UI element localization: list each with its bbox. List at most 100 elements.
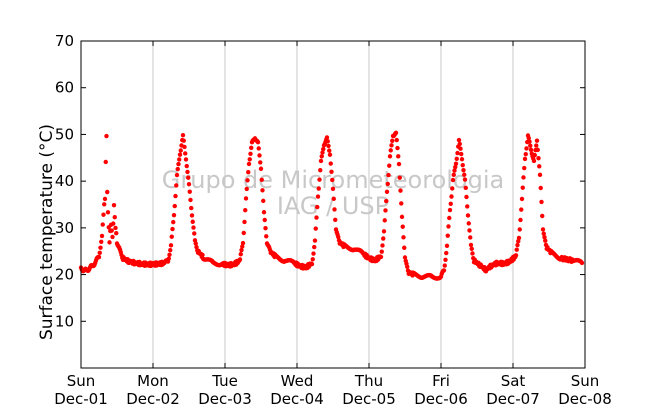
data-point-interp bbox=[526, 135, 531, 141]
data-point bbox=[456, 137, 462, 143]
data-point bbox=[528, 147, 534, 153]
y-tick-label: 30 bbox=[55, 219, 74, 237]
data-point-interp bbox=[185, 169, 190, 175]
data-point-interp bbox=[385, 181, 390, 187]
data-point-interp bbox=[171, 219, 176, 225]
data-point bbox=[579, 260, 585, 266]
data-point bbox=[513, 253, 519, 258]
data-point-interp bbox=[535, 147, 540, 153]
x-tick-label-date: Dec-08 bbox=[558, 390, 612, 408]
data-point-interp bbox=[464, 194, 469, 200]
data-point bbox=[462, 177, 468, 182]
data-point-interp bbox=[192, 231, 197, 236]
data-point-interp bbox=[175, 166, 180, 172]
data-point bbox=[99, 233, 105, 239]
data-point-interp bbox=[336, 234, 341, 240]
data-point-interp bbox=[315, 204, 320, 210]
data-point bbox=[450, 177, 456, 183]
data-point-interp bbox=[461, 167, 466, 173]
data-point-interp bbox=[394, 137, 399, 143]
y-tick-label: 50 bbox=[55, 125, 74, 143]
y-tick-label: 70 bbox=[55, 32, 74, 50]
data-point-interp bbox=[469, 246, 474, 252]
data-point bbox=[447, 207, 453, 213]
data-point-interp bbox=[166, 256, 171, 261]
data-point-interp bbox=[172, 203, 177, 209]
data-point-interp bbox=[528, 143, 533, 148]
data-point-interp bbox=[395, 145, 400, 151]
data-point-interp bbox=[399, 201, 404, 206]
data-point bbox=[327, 152, 333, 157]
data-point bbox=[110, 234, 115, 240]
data-point-interp bbox=[455, 150, 460, 156]
y-tick-label: 20 bbox=[55, 266, 74, 284]
data-point bbox=[324, 135, 330, 140]
data-point bbox=[105, 210, 111, 215]
data-point-interp bbox=[112, 214, 117, 220]
data-point-interp bbox=[262, 217, 267, 223]
data-point-interp bbox=[246, 169, 251, 175]
data-point-interp bbox=[331, 196, 336, 202]
data-point-interp bbox=[518, 217, 523, 223]
data-point-interp bbox=[240, 244, 245, 249]
data-point-interp bbox=[319, 154, 324, 159]
data-point-interp bbox=[258, 160, 263, 165]
data-point-interp bbox=[387, 163, 392, 168]
data-point-interp bbox=[173, 193, 178, 199]
data-point bbox=[107, 240, 112, 245]
data-point-interp bbox=[188, 197, 193, 203]
data-point-interp bbox=[527, 139, 532, 144]
data-point bbox=[441, 268, 447, 273]
data-point-interp bbox=[542, 235, 547, 240]
grid-lines bbox=[152, 41, 514, 368]
data-point-interp bbox=[183, 151, 188, 156]
data-point-interp bbox=[457, 141, 462, 147]
data-point-interp bbox=[444, 250, 449, 256]
data-point bbox=[318, 158, 324, 164]
data-point-interp bbox=[400, 224, 405, 229]
data-point-interp bbox=[402, 245, 407, 250]
data-point bbox=[171, 212, 177, 218]
data-point-interp bbox=[248, 151, 253, 156]
data-point-interp bbox=[169, 234, 174, 239]
data-point-interp bbox=[450, 186, 455, 191]
data-point-interp bbox=[264, 234, 269, 239]
data-point-interp bbox=[181, 138, 186, 143]
data-point-interp bbox=[100, 222, 105, 227]
data-point-interp bbox=[519, 207, 524, 212]
data-point-interp bbox=[244, 186, 249, 192]
data-point-interp bbox=[194, 244, 199, 250]
data-point-interp bbox=[466, 221, 471, 226]
data-point-interp bbox=[314, 215, 319, 220]
data-point bbox=[261, 210, 267, 215]
data-point-interp bbox=[451, 172, 456, 178]
x-tick-label-date: Dec-01 bbox=[54, 390, 108, 408]
data-point-interp bbox=[521, 175, 526, 180]
data-point bbox=[309, 261, 315, 267]
x-tick-label-day: Wed bbox=[281, 372, 314, 390]
data-point-interp bbox=[458, 146, 463, 151]
data-point bbox=[315, 194, 321, 199]
x-tick-label-date: Dec-03 bbox=[198, 390, 252, 408]
data-point-interp bbox=[389, 143, 394, 148]
data-point-interp bbox=[332, 207, 337, 212]
data-point-interp bbox=[187, 189, 192, 194]
data-point-interp bbox=[522, 165, 527, 171]
data-point-interp bbox=[326, 143, 331, 149]
data-point bbox=[189, 213, 195, 218]
data-point bbox=[459, 157, 465, 162]
data-point-interp bbox=[540, 213, 545, 219]
data-point-interp bbox=[311, 251, 316, 256]
data-point bbox=[111, 203, 117, 208]
data-points bbox=[78, 130, 585, 281]
data-point bbox=[330, 186, 336, 192]
data-point bbox=[104, 133, 109, 139]
x-tick-label-date: Dec-06 bbox=[414, 390, 468, 408]
data-point-interp bbox=[193, 241, 198, 246]
data-point-interp bbox=[238, 252, 243, 257]
data-point-interp bbox=[102, 202, 107, 207]
x-tick-label-day: Mon bbox=[137, 372, 169, 390]
data-point-interp bbox=[245, 178, 250, 183]
x-axis: SunDec-01MonDec-02TueDec-03WedDec-04ThuD… bbox=[54, 41, 612, 408]
data-point-interp bbox=[539, 199, 544, 205]
